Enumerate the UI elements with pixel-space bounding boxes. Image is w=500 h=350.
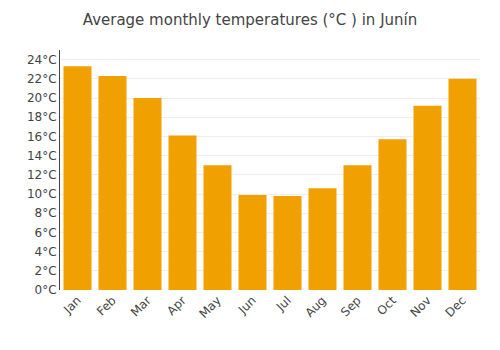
svg-text:14°C: 14°C [27, 149, 57, 163]
svg-text:16°C: 16°C [27, 130, 57, 144]
svg-text:Nov: Nov [407, 293, 433, 319]
svg-text:Mar: Mar [128, 293, 154, 319]
svg-text:24°C: 24°C [27, 53, 57, 67]
svg-text:2°C: 2°C [35, 264, 57, 278]
svg-text:Jan: Jan [60, 293, 84, 317]
svg-text:20°C: 20°C [27, 91, 57, 105]
svg-text:Oct: Oct [374, 293, 399, 318]
svg-text:Dec: Dec [443, 293, 469, 319]
svg-text:10°C: 10°C [27, 187, 57, 201]
svg-text:8°C: 8°C [35, 206, 57, 220]
svg-text:12°C: 12°C [27, 168, 57, 182]
svg-text:6°C: 6°C [35, 226, 57, 240]
svg-text:May: May [196, 293, 223, 320]
svg-text:Apr: Apr [164, 293, 189, 318]
svg-text:4°C: 4°C [35, 245, 57, 259]
svg-text:Aug: Aug [302, 293, 328, 319]
svg-text:Jul: Jul [273, 293, 294, 314]
svg-text:18°C: 18°C [27, 110, 57, 124]
svg-text:Jun: Jun [235, 293, 259, 317]
svg-text:Sep: Sep [338, 293, 364, 319]
svg-text:Average monthly temperatures (: Average monthly temperatures (°C ) in Ju… [83, 11, 418, 29]
svg-text:Feb: Feb [94, 293, 119, 318]
svg-text:0°C: 0°C [35, 283, 57, 297]
svg-text:22°C: 22°C [27, 72, 57, 86]
